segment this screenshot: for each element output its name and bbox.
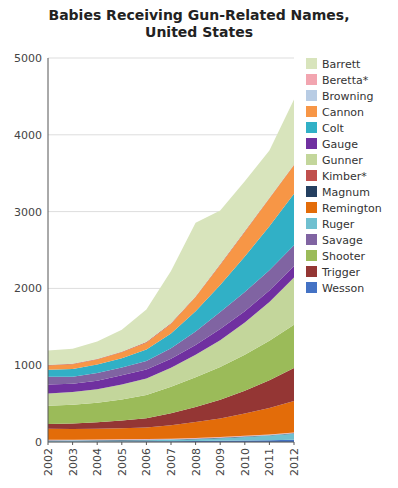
x-tick-label: 2005 bbox=[116, 448, 129, 476]
y-tick-label: 4000 bbox=[14, 129, 42, 142]
x-tick-label: 2002 bbox=[42, 448, 55, 476]
legend-label: Gauge bbox=[322, 138, 358, 151]
legend-swatch bbox=[306, 186, 317, 197]
legend-swatch bbox=[306, 266, 317, 277]
title-line: United States bbox=[145, 24, 253, 40]
legend-label: Ruger bbox=[322, 218, 355, 231]
x-tick-label: 2003 bbox=[67, 448, 80, 476]
legend-label: Shooter bbox=[322, 250, 365, 263]
x-tick bbox=[195, 442, 196, 445]
legend-label: Browning bbox=[322, 90, 374, 103]
legend-label: Colt bbox=[322, 122, 344, 135]
legend-swatch bbox=[306, 138, 317, 149]
title-line: Babies Receiving Gun-Related Names, bbox=[48, 7, 349, 23]
x-tick-label: 2009 bbox=[214, 448, 227, 476]
y-tick-label: 0 bbox=[35, 436, 42, 449]
legend-label: Cannon bbox=[322, 106, 364, 119]
x-tick bbox=[121, 442, 122, 445]
legend-swatch bbox=[306, 90, 317, 101]
x-tick-label: 2007 bbox=[165, 448, 178, 476]
legend-swatch bbox=[306, 58, 317, 69]
legend-swatch bbox=[306, 282, 317, 293]
grid-line bbox=[48, 134, 294, 135]
x-tick bbox=[72, 442, 73, 445]
x-tick bbox=[220, 442, 221, 445]
legend-label: Barrett bbox=[322, 58, 361, 71]
legend-swatch bbox=[306, 106, 317, 117]
legend-swatch bbox=[306, 234, 317, 245]
legend-swatch bbox=[306, 218, 317, 229]
legend: Barrett Beretta* Browning Cannon Colt Gauge Gu… bbox=[306, 58, 382, 295]
area bbox=[48, 99, 294, 365]
title: Babies Receiving Gun-Related Names,Unite… bbox=[48, 7, 349, 40]
x-tick-label: 2010 bbox=[239, 448, 252, 476]
y-axis bbox=[48, 58, 49, 442]
legend-label: Gunner bbox=[322, 154, 363, 167]
y-tick-label: 3000 bbox=[14, 206, 42, 219]
legend-swatch bbox=[306, 170, 317, 181]
x-tick-label: 2006 bbox=[140, 448, 153, 476]
x-tick-label: 2012 bbox=[288, 448, 301, 476]
x-tick-label: 2004 bbox=[91, 448, 104, 476]
x-tick-label: 2011 bbox=[263, 448, 276, 476]
legend-label: Beretta* bbox=[322, 74, 369, 87]
x-tick bbox=[171, 442, 172, 445]
y-tick-label: 5000 bbox=[14, 52, 42, 65]
grid-line bbox=[48, 58, 294, 59]
x-tick bbox=[294, 442, 295, 445]
x-tick bbox=[146, 442, 147, 445]
legend-label: Magnum bbox=[322, 186, 370, 199]
legend-label: Kimber* bbox=[322, 170, 367, 183]
legend-label: Trigger bbox=[321, 266, 360, 279]
x-tick bbox=[244, 442, 245, 445]
legend-label: Savage bbox=[322, 234, 363, 247]
legend-label: Remington bbox=[322, 202, 382, 215]
x-tick bbox=[48, 442, 49, 445]
y-tick-label: 1000 bbox=[14, 359, 42, 372]
y-tick-label: 2000 bbox=[14, 282, 42, 295]
legend-swatch bbox=[306, 122, 317, 133]
chart: Babies Receiving Gun-Related Names,Unite… bbox=[0, 0, 398, 488]
x-tick bbox=[97, 442, 98, 445]
legend-swatch bbox=[306, 202, 317, 213]
x-tick bbox=[269, 442, 270, 445]
legend-label: Wesson bbox=[322, 282, 364, 295]
x-tick-label: 2008 bbox=[190, 448, 203, 476]
plot-area bbox=[48, 99, 294, 442]
legend-swatch bbox=[306, 154, 317, 165]
legend-swatch bbox=[306, 250, 317, 261]
legend-swatch bbox=[306, 74, 317, 85]
